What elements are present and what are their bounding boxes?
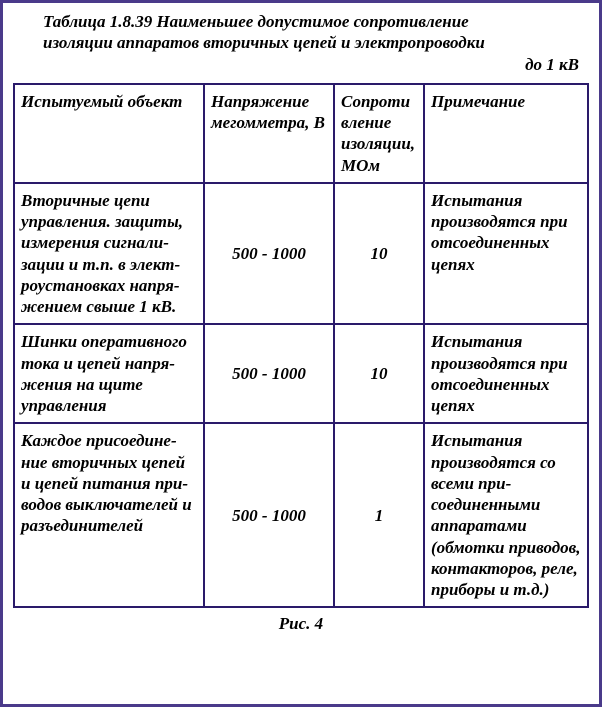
cell-note: Испытания производятся при отсоеди­ненны… — [424, 324, 588, 423]
figure-caption: Рис. 4 — [13, 614, 589, 634]
title-line2: изоляции аппаратов вторичных цепей и эле… — [43, 32, 585, 53]
cell-voltage: 500 - 1000 — [204, 423, 334, 607]
cell-resistance: 10 — [334, 324, 424, 423]
col-header-voltage: Напряжение мегомметра, В — [204, 84, 334, 183]
cell-object: Каждое присоедине­ние вторичных цепей и … — [14, 423, 204, 607]
cell-voltage: 500 - 1000 — [204, 183, 334, 325]
table-row: Шинки оперативного тока и цепей напря­же… — [14, 324, 588, 423]
col-header-note: Примечание — [424, 84, 588, 183]
title-line3: до 1 кВ — [43, 54, 585, 75]
cell-note: Испытания производятся при отсоеди­ненны… — [424, 183, 588, 325]
cell-resistance: 1 — [334, 423, 424, 607]
title-line1: Таблица 1.8.39 Наименьшее допустимое соп… — [43, 11, 585, 32]
col-header-resistance: Сопротив­ление изоляции, МОм — [334, 84, 424, 183]
table-header-row: Испытуемый объект Напряжение мегомметра,… — [14, 84, 588, 183]
table-row: Вторичные цепи управления. защиты, измер… — [14, 183, 588, 325]
data-table: Испытуемый объект Напряжение мегомметра,… — [13, 83, 589, 609]
cell-object: Шинки оперативного тока и цепей напря­же… — [14, 324, 204, 423]
col-header-object: Испытуемый объект — [14, 84, 204, 183]
cell-resistance: 10 — [334, 183, 424, 325]
table-row: Каждое присоедине­ние вторичных цепей и … — [14, 423, 588, 607]
cell-object: Вторичные цепи управления. защиты, измер… — [14, 183, 204, 325]
cell-note: Испытания производятся со всеми при­соед… — [424, 423, 588, 607]
table-title: Таблица 1.8.39 Наименьшее допустимое соп… — [43, 11, 585, 75]
cell-voltage: 500 - 1000 — [204, 324, 334, 423]
